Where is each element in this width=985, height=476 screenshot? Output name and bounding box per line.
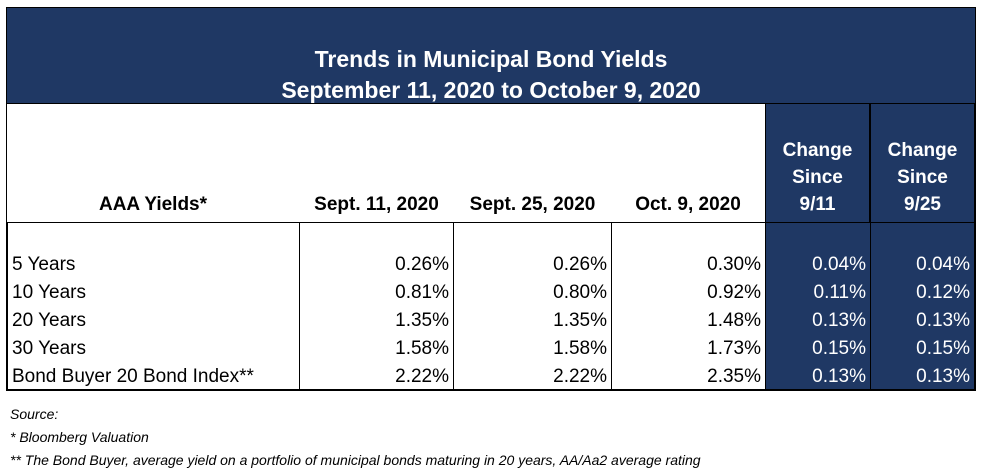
column-body-4: 0.04% 0.11% 0.13% 0.15% 0.13% <box>765 222 870 391</box>
table-cell: 0.12% <box>916 282 970 303</box>
column-header-1: Sept. 11, 2020 <box>299 104 454 222</box>
row-label: 20 Years <box>12 310 86 331</box>
table-cell: 1.35% <box>553 310 607 331</box>
column-body-0: 5 Years 10 Years 20 Years 30 Years Bond Buye… <box>6 222 299 391</box>
column-header-3: Oct. 9, 2020 <box>611 104 765 222</box>
column-header-4: Change Since 9/11 <box>765 104 870 222</box>
column-header-label: Change Since 9/25 <box>887 140 958 215</box>
row-label: 30 Years <box>12 338 86 359</box>
table-title: Trends in Municipal Bond Yields <box>314 46 668 72</box>
footnote-bloomberg: * Bloomberg Valuation <box>10 429 149 445</box>
footnote-bond-buyer: ** The Bond Buyer, average yield on a po… <box>10 452 701 468</box>
column-header-label: Sept. 11, 2020 <box>314 194 439 215</box>
column-header-2: Sept. 25, 2020 <box>454 104 611 222</box>
table-cell: 1.48% <box>707 310 761 331</box>
table-cell: 0.13% <box>916 310 970 331</box>
table-cell: 1.58% <box>553 338 607 359</box>
row-label: 10 Years <box>12 282 86 303</box>
column-header-5: Change Since 9/25 <box>870 104 976 222</box>
column-body-3: 0.30% 0.92% 1.48% 1.73% 2.35% <box>611 222 765 391</box>
column-header-label: Change Since 9/11 <box>782 140 853 215</box>
table-title-band: Trends in Municipal Bond Yields Septembe… <box>6 7 976 104</box>
table-cell: 0.26% <box>395 254 449 275</box>
table-cell: 2.22% <box>395 366 449 387</box>
table-cell: 0.04% <box>916 254 970 275</box>
column-header-0: AAA Yields* <box>6 104 299 222</box>
table-cell: 0.92% <box>707 282 761 303</box>
table-cell: 0.26% <box>553 254 607 275</box>
table-cell: 0.15% <box>812 338 866 359</box>
table-cell: 0.30% <box>707 254 761 275</box>
source-note: Source: <box>10 406 59 422</box>
column-body-1: 0.26% 0.81% 1.35% 1.58% 2.22% <box>299 222 454 391</box>
table-cell: 0.15% <box>916 338 970 359</box>
table-cell: 0.11% <box>813 282 866 303</box>
column-header-label: AAA Yields* <box>98 194 208 215</box>
row-label: 5 Years <box>12 254 76 275</box>
table-cell: 2.22% <box>553 366 607 387</box>
column-body-2: 0.26% 0.80% 1.35% 1.58% 2.22% <box>454 222 611 391</box>
table-cell: 0.81% <box>395 282 449 303</box>
column-header-label: Sept. 25, 2020 <box>469 194 596 215</box>
table-subtitle: September 11, 2020 to October 9, 2020 <box>281 77 701 103</box>
table-cell: 2.35% <box>707 366 761 387</box>
table-cell: 0.80% <box>553 282 607 303</box>
table-cell: 0.04% <box>812 254 866 275</box>
table-cell: 1.35% <box>395 310 449 331</box>
row-label: Bond Buyer 20 Bond Index** <box>12 366 254 387</box>
table-cell: 0.13% <box>916 366 970 387</box>
table-cell: 1.73% <box>707 338 761 359</box>
table-cell: 0.13% <box>812 366 866 387</box>
table-cell: 0.13% <box>812 310 866 331</box>
column-header-label: Oct. 9, 2020 <box>635 194 741 215</box>
table-cell: 1.58% <box>395 338 449 359</box>
column-body-5: 0.04% 0.12% 0.13% 0.15% 0.13% <box>870 222 976 391</box>
